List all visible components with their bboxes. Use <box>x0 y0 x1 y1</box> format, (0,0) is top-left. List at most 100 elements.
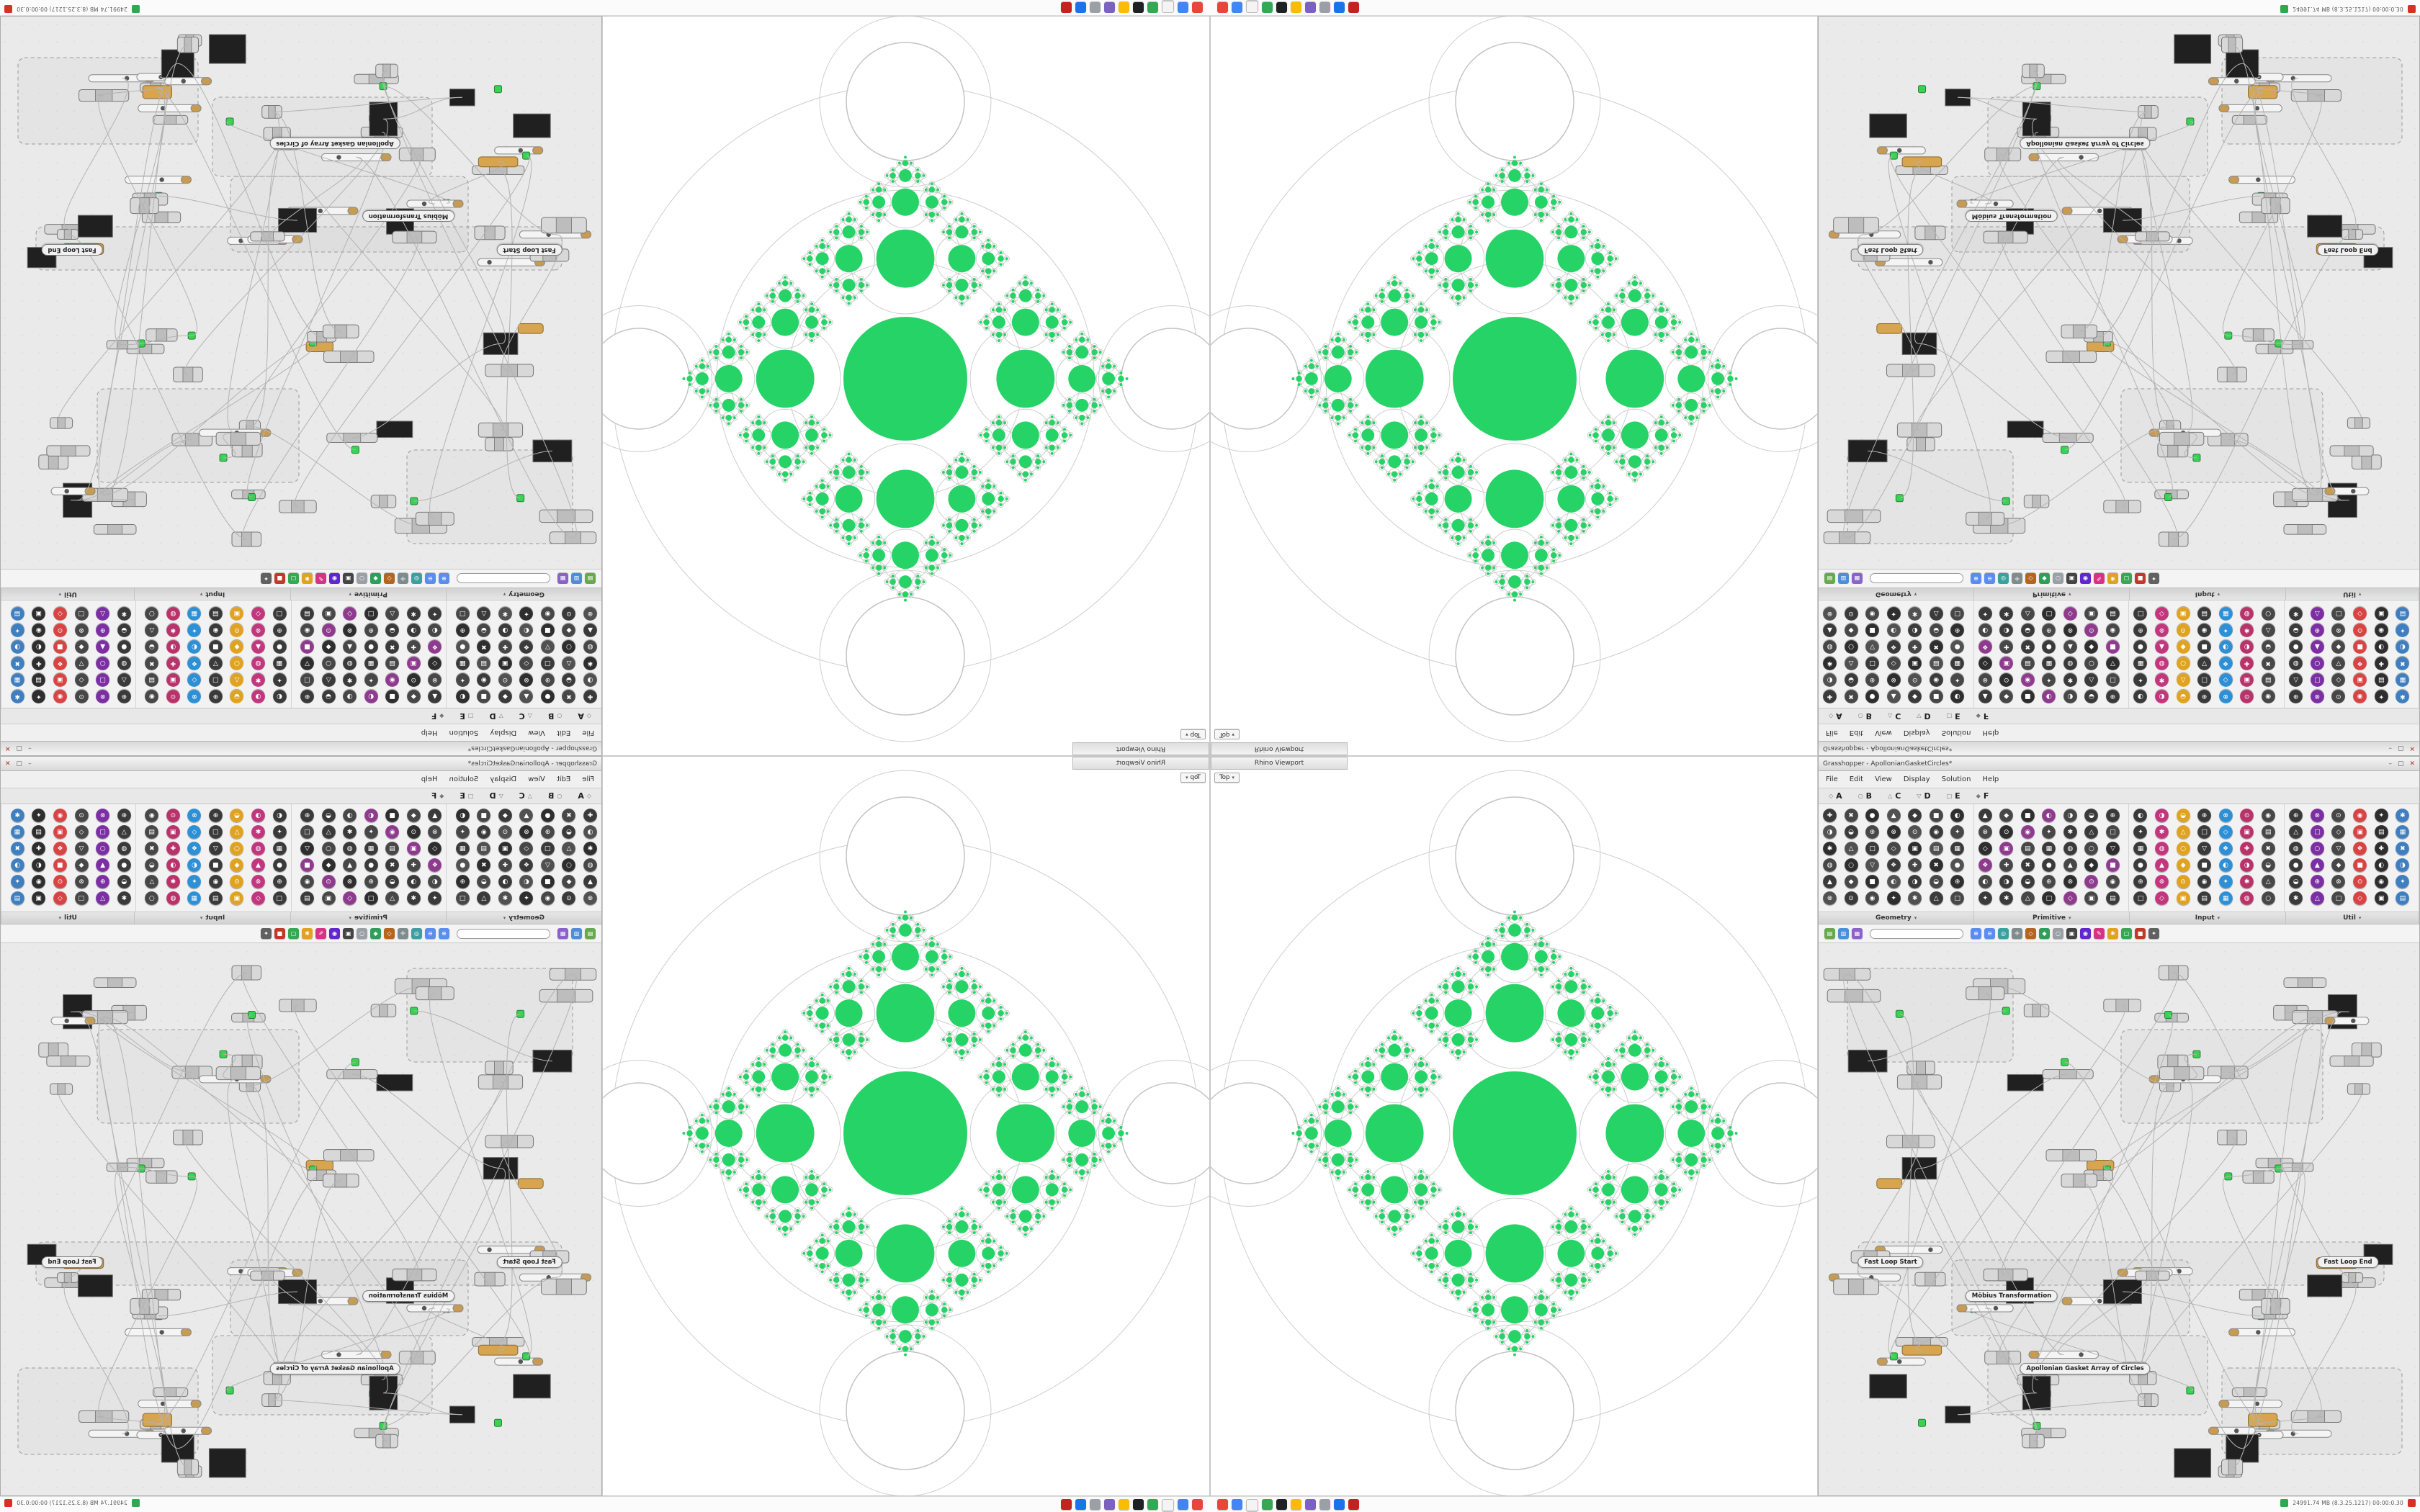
component-icon[interactable]: ✖ <box>2261 842 2275 855</box>
component-icon[interactable]: ✖ <box>1929 858 1943 872</box>
component-icon[interactable]: ◇ <box>53 607 67 621</box>
component-icon[interactable]: ▦ <box>272 657 287 670</box>
grasshopper-canvas[interactable]: Fast Loop Start Fast Loop End Möbius Trans… <box>1819 943 2419 1495</box>
component-icon[interactable]: ◐ <box>2218 640 2233 654</box>
component-icon[interactable]: ✦ <box>272 825 287 839</box>
component-icon[interactable]: ⊕ <box>117 690 131 703</box>
component-icon[interactable]: △ <box>2020 607 2035 621</box>
gh-toggle[interactable] <box>493 85 502 94</box>
component-icon[interactable]: △ <box>321 825 336 839</box>
component-icon[interactable]: ✚ <box>1999 858 2014 872</box>
component-icon[interactable]: ▦ <box>10 825 24 839</box>
component-icon[interactable]: ▦ <box>187 891 202 905</box>
component-icon[interactable]: ⊙ <box>321 875 336 888</box>
close-button[interactable]: ✕ <box>2409 744 2415 752</box>
settings-icon[interactable]: ✦ <box>261 573 272 584</box>
component-icon[interactable]: ⊗ <box>96 690 110 703</box>
component-icon[interactable]: ❖ <box>1978 858 1992 872</box>
component-icon[interactable]: ▣ <box>230 607 244 621</box>
status-app-icon[interactable] <box>2280 5 2289 13</box>
component-icon[interactable]: ◑ <box>1823 673 1837 687</box>
category-tab-d[interactable]: ▽ D <box>489 791 503 801</box>
component-icon[interactable]: □ <box>364 607 378 621</box>
component-icon[interactable]: ⊕ <box>272 624 287 637</box>
component-icon[interactable]: △ <box>2310 891 2324 905</box>
component-icon[interactable]: ▤ <box>2020 657 2035 670</box>
rhino-viewport[interactable]: Rhino Viewport Top ▾ <box>602 16 1210 756</box>
component-icon[interactable]: ● <box>1950 640 1965 654</box>
mail-icon[interactable] <box>1232 1499 1242 1510</box>
component-icon[interactable]: ⊙ <box>1908 825 1922 839</box>
component-icon[interactable]: ◉ <box>2261 690 2275 703</box>
component-icon[interactable]: ✱ <box>406 891 421 905</box>
component-icon[interactable]: ◇ <box>343 891 357 905</box>
component-icon[interactable]: ✚ <box>1908 640 1922 654</box>
files-icon[interactable] <box>1246 1 1258 13</box>
component-icon[interactable]: □ <box>2197 673 2212 687</box>
component-icon[interactable]: ▽ <box>2197 657 2212 670</box>
component-icon[interactable]: ◑ <box>166 858 180 872</box>
component-icon[interactable]: ⊙ <box>321 624 336 637</box>
canvas-group-label[interactable]: Fast Loop Start <box>496 1256 563 1268</box>
preview-off-icon[interactable]: ○ <box>2053 573 2063 584</box>
component-icon[interactable]: ✚ <box>166 657 180 670</box>
component-icon[interactable]: ■ <box>2197 640 2212 654</box>
gh-panel[interactable] <box>77 1274 113 1297</box>
component-icon[interactable]: □ <box>208 673 223 687</box>
zoom-extents-icon[interactable]: ◎ <box>411 573 422 584</box>
component-icon[interactable]: ⊕ <box>364 624 378 637</box>
component-icon[interactable]: ◉ <box>53 809 67 822</box>
component-icon[interactable]: ▦ <box>1950 657 1965 670</box>
component-icon[interactable]: ▣ <box>1999 657 2014 670</box>
component-icon[interactable]: ❖ <box>2218 842 2233 855</box>
rhino-viewport-titlebar[interactable]: Rhino Viewport <box>1072 742 1209 755</box>
component-icon[interactable]: ◐ <box>32 858 46 872</box>
component-icon[interactable]: ● <box>540 690 555 703</box>
component-icon[interactable]: ⊕ <box>2197 690 2212 703</box>
category-tab-f[interactable]: ◆ F <box>1976 791 1989 801</box>
group-icon[interactable]: ▢ <box>288 573 299 584</box>
gh-slider-knob[interactable] <box>2097 1298 2102 1304</box>
component-icon[interactable]: ✱ <box>343 673 357 687</box>
component-icon[interactable]: ✖ <box>562 690 576 703</box>
component-icon[interactable]: ◇ <box>2155 607 2169 621</box>
minimize-button[interactable]: – <box>28 760 32 768</box>
component-icon[interactable]: ● <box>272 858 287 872</box>
component-icon[interactable]: ✱ <box>1999 607 2014 621</box>
component-icon[interactable]: ⊗ <box>1823 607 1837 621</box>
rhino-viewport-titlebar[interactable]: Rhino Viewport <box>1072 757 1209 770</box>
rhino-viewport[interactable]: Rhino Viewport Top ▾ <box>1210 16 1818 756</box>
preview-off-icon[interactable]: ○ <box>357 573 367 584</box>
component-icon[interactable]: ▲ <box>428 690 442 703</box>
menu-display[interactable]: Display <box>490 775 517 783</box>
component-icon[interactable]: ◍ <box>2240 891 2254 905</box>
canvas-group-label[interactable]: Apollonian Gasket Array of Circles <box>269 1363 400 1374</box>
chat-icon[interactable] <box>1104 1499 1115 1510</box>
palette-group-label-geometry[interactable]: Geometry ▾ <box>445 912 601 924</box>
component-icon[interactable]: ● <box>272 640 287 654</box>
component-icon[interactable]: ⊙ <box>2240 690 2254 703</box>
store-icon[interactable] <box>1075 1499 1086 1510</box>
component-icon[interactable]: ◒ <box>2289 624 2303 637</box>
category-tab-e[interactable]: □ E <box>1947 791 1960 801</box>
gh-slider-knob[interactable] <box>160 106 166 111</box>
component-icon[interactable]: ✦ <box>32 809 46 822</box>
component-icon[interactable]: ▣ <box>32 607 46 621</box>
component-icon[interactable]: ⊗ <box>519 825 534 839</box>
menu-edit[interactable]: Edit <box>556 775 571 783</box>
component-icon[interactable]: ⊕ <box>2289 690 2303 703</box>
category-tab-c[interactable]: △ C <box>519 791 532 801</box>
terminal-icon[interactable] <box>1276 1499 1287 1510</box>
component-icon[interactable]: ◑ <box>2396 640 2410 654</box>
component-icon[interactable]: ■ <box>540 875 555 888</box>
component-icon[interactable]: ▲ <box>1823 624 1837 637</box>
component-icon[interactable]: ◑ <box>2155 690 2169 703</box>
menu-edit[interactable]: Edit <box>1849 729 1864 737</box>
status-app-icon[interactable] <box>131 1499 140 1507</box>
component-icon[interactable]: ◉ <box>2353 690 2367 703</box>
save-definition-icon[interactable]: ▦ <box>1852 928 1863 939</box>
component-icon[interactable]: ▣ <box>2084 607 2099 621</box>
gh-slider-knob[interactable] <box>421 201 427 207</box>
component-icon[interactable]: ✱ <box>583 842 597 855</box>
component-icon[interactable]: ◒ <box>477 624 491 637</box>
